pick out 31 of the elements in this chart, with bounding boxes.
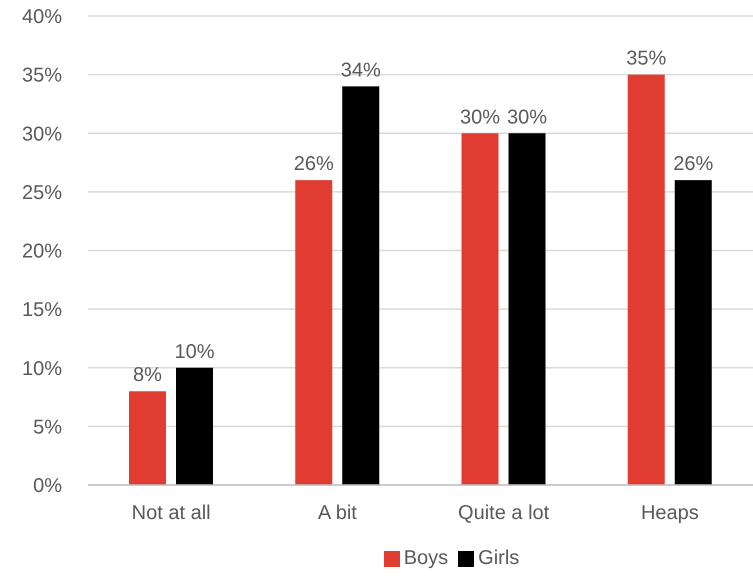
y-tick-label: 20% [22, 240, 62, 263]
y-tick-label: 30% [22, 123, 62, 146]
y-tick-label: 15% [22, 299, 62, 322]
y-tick-label: 35% [22, 64, 62, 87]
x-tick-label: Quite a lot [458, 502, 550, 524]
legend-label: Girls [478, 547, 520, 569]
bar [176, 368, 213, 485]
x-tick-label: A bit [318, 502, 358, 524]
data-label: 30% [506, 106, 548, 128]
bar [508, 133, 546, 485]
y-tick-label: 5% [33, 416, 62, 438]
y-tick-label: 25% [22, 182, 62, 204]
bar [628, 74, 665, 485]
data-label: 26% [673, 153, 714, 176]
y-tick-label: 0% [33, 475, 62, 498]
data-label: 34% [340, 59, 381, 82]
bar [342, 86, 380, 485]
y-tick-label: 10% [22, 358, 62, 380]
bar [129, 391, 166, 485]
bar [674, 180, 712, 485]
y-tick-label: 40% [22, 6, 62, 28]
bar [295, 180, 332, 485]
bar [462, 133, 498, 485]
data-label: 10% [174, 340, 215, 363]
legend-label: Boys [404, 547, 448, 569]
data-label: 35% [626, 48, 666, 70]
x-tick-label: Heaps [640, 502, 699, 524]
data-label: 26% [294, 153, 334, 176]
data-label: 8% [133, 364, 162, 386]
x-tick-label: Not at all [132, 502, 211, 524]
data-label: 30% [460, 106, 500, 128]
